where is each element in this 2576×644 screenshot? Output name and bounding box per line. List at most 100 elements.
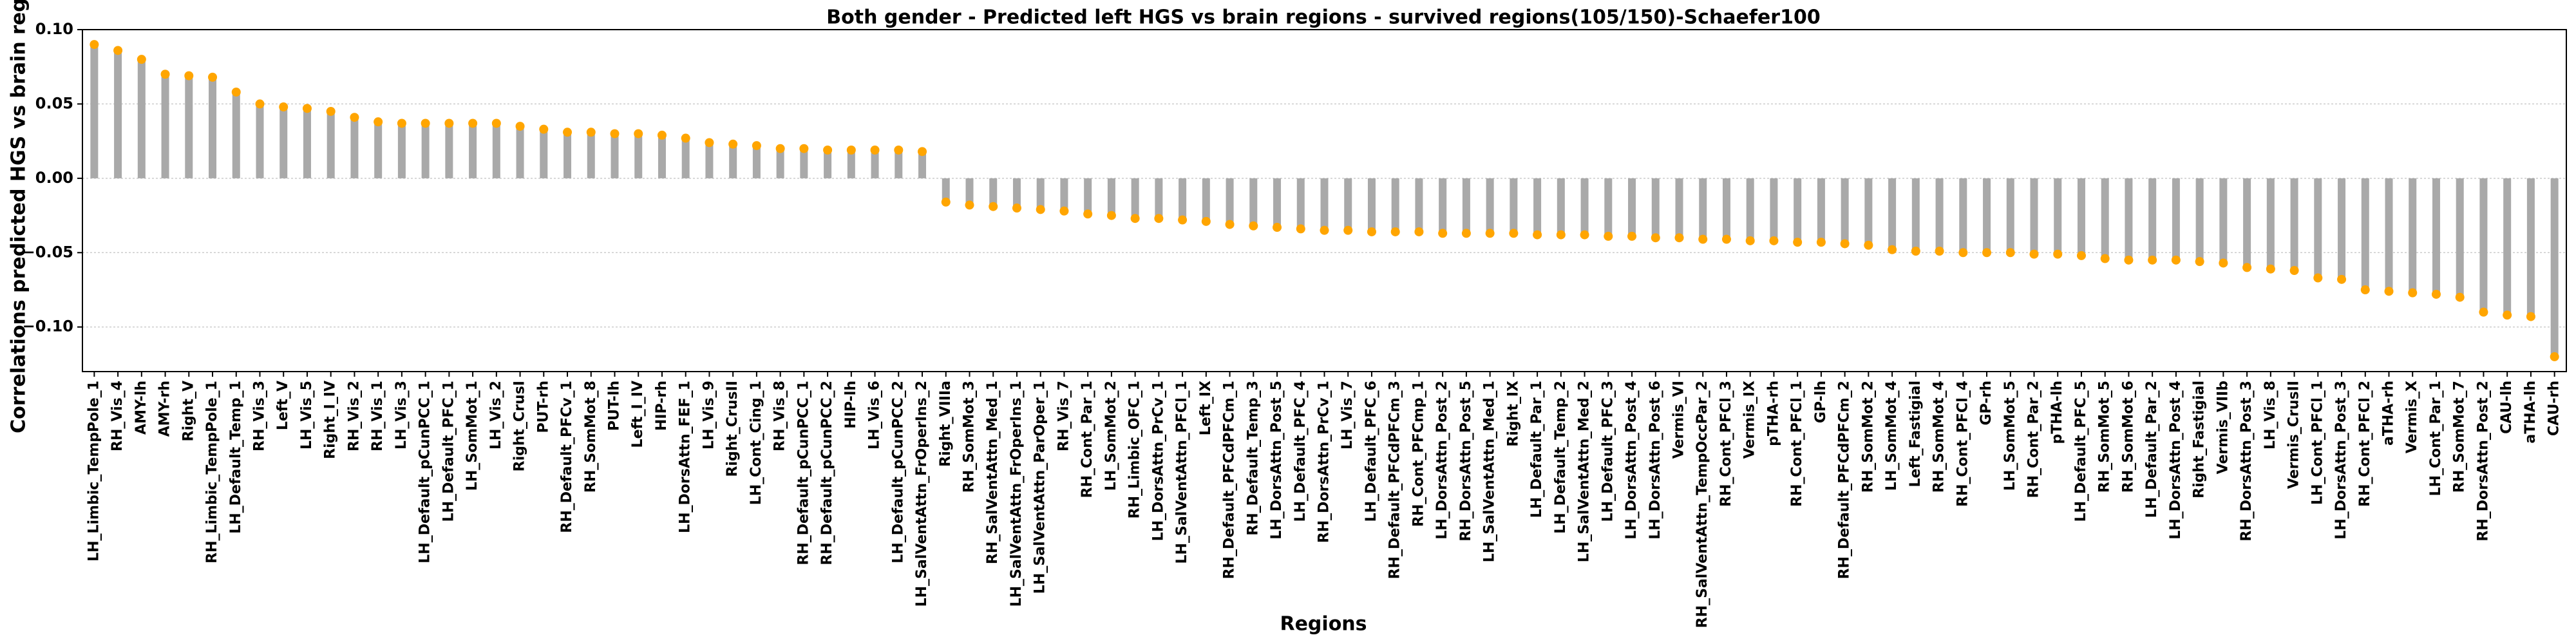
marker: [444, 118, 454, 128]
marker: [941, 197, 951, 207]
stem: [137, 59, 146, 178]
marker: [1414, 227, 1424, 236]
marker: [1154, 214, 1164, 223]
x-tick-label: LH_Vis_8: [2262, 381, 2278, 450]
stem: [469, 123, 477, 178]
stem: [1486, 178, 1494, 234]
marker: [1296, 224, 1305, 234]
x-tick-label: Vermis_VI: [1671, 381, 1687, 459]
stem: [2550, 178, 2559, 357]
stem: [1533, 178, 1542, 235]
marker: [231, 87, 241, 97]
marker: [657, 130, 667, 140]
marker: [1509, 229, 1519, 238]
marker: [2076, 251, 2086, 260]
x-tick-label: Right_I_IV: [323, 381, 339, 459]
stem: [871, 150, 879, 178]
marker: [1745, 236, 1755, 245]
x-tick-label: RH_Vis_1: [370, 381, 386, 451]
stem: [2195, 178, 2204, 262]
marker: [1083, 209, 1093, 219]
marker: [1911, 246, 1920, 256]
stem: [1084, 178, 1092, 214]
marker: [2384, 287, 2394, 296]
x-tick-label: RH_Cont_PFCmp_1: [1410, 381, 1426, 527]
marker: [2360, 285, 2370, 295]
x-tick-label: LH_SalVentAttn_FrOperIns_1: [1009, 381, 1025, 607]
x-tick-label: LH_DorsAttn_Post_4: [1624, 381, 1640, 540]
x-tick-label: RH_Cont_PFCl_2: [2357, 381, 2373, 507]
stem: [1249, 178, 1258, 226]
x-tick-label: Vermis_CrusII: [2286, 381, 2302, 489]
marker: [2100, 254, 2110, 263]
stem: [232, 91, 240, 178]
stem: [634, 133, 643, 178]
stem: [2266, 178, 2275, 269]
stem: [681, 138, 690, 178]
stem: [397, 123, 406, 178]
x-tick-label: RH_SomMot_7: [2452, 381, 2468, 493]
stem: [1510, 178, 1518, 234]
marker: [184, 71, 194, 80]
x-tick-label: RH_SomMot_2: [1860, 381, 1876, 493]
x-axis-label: Regions: [1280, 613, 1367, 636]
x-tick-label: LH_SalVentAttn_Med_2: [1577, 381, 1593, 562]
x-tick-label: GP-rh: [1978, 381, 1994, 425]
marker: [1178, 215, 1188, 225]
stem: [705, 142, 714, 178]
stem: [2432, 178, 2440, 294]
marker: [1982, 248, 1992, 258]
x-tick-label: Left_IX: [1198, 381, 1214, 435]
x-tick-label: LH_Vis_2: [488, 381, 504, 450]
stem: [1415, 178, 1423, 232]
stem: [1036, 178, 1045, 210]
x-tick-label: aTHA-lh: [2523, 381, 2539, 444]
x-tick-label: LH_Default_pCunPCC_1: [417, 381, 433, 564]
stem: [421, 123, 430, 178]
stem: [2006, 178, 2014, 253]
x-tick-label: LH_Cont_Par_1: [2428, 381, 2444, 496]
x-tick-label: CAU-lh: [2499, 381, 2515, 434]
marker: [775, 144, 785, 153]
x-tick-label: pTHA-rh: [1765, 381, 1781, 446]
x-tick-label: RH_SalVentAttn_TempOccPar_2: [1694, 381, 1710, 628]
x-tick-label: LH_Default_pCunPCC_2: [890, 381, 906, 564]
stem: [800, 148, 808, 178]
stem: [1935, 178, 1944, 251]
marker: [1769, 236, 1779, 245]
marker: [918, 147, 927, 156]
x-tick-label: LH_Vis_3: [393, 381, 410, 450]
stem: [942, 178, 950, 202]
x-tick-label: RH_Cont_PFCl_3: [1718, 381, 1734, 507]
stem: [2338, 178, 2346, 279]
stem: [1557, 178, 1565, 235]
marker: [1106, 211, 1116, 220]
marker: [1698, 234, 1708, 244]
marker: [2242, 263, 2252, 272]
stem: [965, 178, 974, 205]
stem: [1651, 178, 1660, 238]
stem: [2314, 178, 2322, 278]
x-tick-label: pTHA-lh: [2049, 381, 2065, 444]
x-tick-label: RH_Limbic_OFC_1: [1127, 381, 1143, 518]
stem: [540, 129, 548, 178]
stem: [1888, 178, 1897, 250]
stem: [1604, 178, 1613, 236]
stem: [1580, 178, 1589, 235]
x-tick-label: RH_SalVentAttn_Med_1: [985, 381, 1001, 564]
marker: [2148, 255, 2157, 265]
x-tick-label: LH_Default_Temp_2: [1553, 381, 1569, 534]
stem: [658, 135, 666, 178]
marker: [681, 133, 690, 143]
marker: [2408, 288, 2418, 298]
marker: [965, 200, 974, 210]
marker: [1201, 216, 1211, 226]
x-tick-label: RH_Cont_Par_1: [1079, 381, 1095, 498]
x-tick-label: RH_SomMot_4: [1931, 381, 1947, 493]
stem: [2125, 178, 2133, 260]
stem: [1320, 178, 1329, 231]
x-tick-label: LH_SomMot_4: [1884, 381, 1900, 491]
marker: [1343, 225, 1353, 235]
stem: [1179, 178, 1187, 220]
